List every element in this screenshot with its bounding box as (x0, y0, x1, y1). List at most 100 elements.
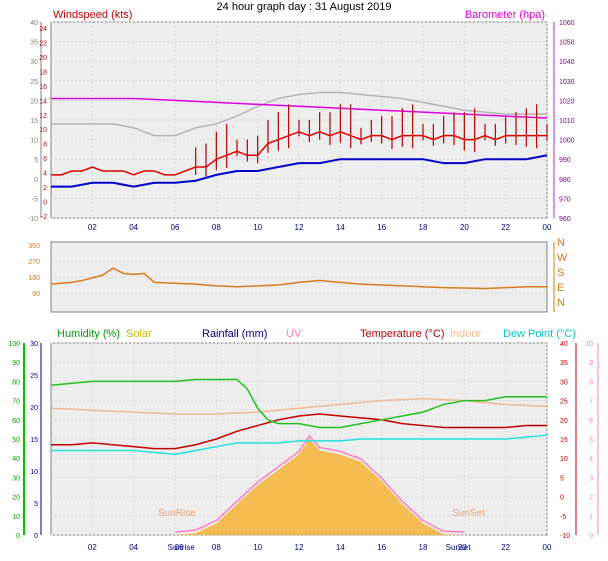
time-tick: Sunrise (168, 543, 196, 552)
temperature-tick: 25 (560, 399, 568, 406)
time-tick: 08 (212, 543, 221, 552)
time-tick: 18 (419, 223, 428, 232)
temperature-label: Temperature (°C) (360, 328, 444, 340)
temperature-tick: 0 (560, 495, 564, 502)
compass-label: W (557, 252, 568, 264)
direction-tick: 360 (28, 243, 40, 250)
wind-outer-tick: -10 (28, 216, 38, 223)
barometer-tick: 960 (559, 216, 571, 223)
wind-tick: 6 (43, 156, 47, 163)
wind-outer-tick: 35 (30, 40, 38, 47)
uv-label: UV (286, 328, 302, 340)
time-tick: 18 (419, 543, 428, 552)
uv-tick: 9 (589, 360, 593, 367)
wind-outer-tick: 25 (30, 79, 38, 86)
barometer-tick: 1020 (559, 98, 575, 105)
solar-label: Solar (126, 328, 152, 340)
wind-tick: 2 (43, 185, 47, 192)
time-tick: 20 (460, 223, 469, 232)
dewpoint-label: Dew Point (°C) (503, 328, 576, 340)
direction-tick: 180 (28, 275, 40, 282)
uv-tick: 6 (589, 418, 593, 425)
humidity-tick: 70 (12, 399, 20, 406)
rain-tick: 0 (34, 533, 38, 540)
temperature-panel: Humidity (%) Solar Rainfall (mm) UV Temp… (8, 328, 599, 552)
barometer-tick: 980 (559, 177, 571, 184)
humidity-tick: 80 (12, 379, 20, 386)
indoor-label: Indoor (450, 328, 482, 340)
time-tick: 16 (377, 543, 386, 552)
windspeed-axis-title: Windspeed (kts) (53, 9, 132, 21)
temperature-tick: 40 (560, 341, 568, 348)
wind-tick: -2 (41, 214, 47, 221)
barometer-axis-title: Barometer (hpa) (465, 9, 545, 21)
humidity-tick: 0 (16, 533, 20, 540)
wind-outer-tick: 15 (30, 118, 38, 125)
humidity-tick: 60 (12, 418, 20, 425)
barometer-tick: 1010 (559, 118, 575, 125)
time-tick: 04 (129, 223, 138, 232)
average-wind-line (51, 154, 548, 188)
rain-tick: 20 (30, 405, 38, 412)
humidity-tick: 10 (12, 514, 20, 521)
time-tick: 14 (336, 543, 345, 552)
dewpoint-line (51, 434, 548, 456)
compass-label: E (557, 282, 564, 294)
sunrise-label: SunRise (158, 508, 196, 519)
direction-tick: 270 (28, 259, 40, 266)
temperature-tick: 20 (560, 418, 568, 425)
temperature-tick: -5 (560, 514, 566, 521)
rain-tick: 25 (30, 373, 38, 380)
compass-label: S (557, 267, 564, 279)
time-tick: 12 (295, 223, 304, 232)
uv-tick: 5 (589, 437, 593, 444)
temperature-line (51, 413, 547, 450)
humidity-tick: 50 (12, 437, 20, 444)
wind-outer-tick: -5 (32, 196, 38, 203)
uv-tick: 8 (589, 379, 593, 386)
temperature-tick: 35 (560, 360, 568, 367)
time-tick: 22 (501, 543, 510, 552)
uv-tick: 2 (589, 495, 593, 502)
time-tick: 16 (377, 223, 386, 232)
wind-tick: 8 (43, 142, 47, 149)
uv-tick: 0 (589, 533, 593, 540)
wind-direction-line (50, 267, 547, 290)
time-tick: 10 (253, 543, 262, 552)
temperature-tick: -10 (560, 533, 570, 540)
time-tick: 12 (295, 543, 304, 552)
wind-tick: 20 (39, 55, 47, 62)
temperature-tick: 10 (560, 456, 568, 463)
barometer-tick: 1040 (559, 59, 575, 66)
wind-tick: 16 (39, 84, 47, 91)
rain-tick: 5 (34, 501, 38, 508)
uv-tick: 3 (589, 475, 593, 482)
wind-gust-spikes (195, 104, 548, 177)
time-tick: 20 (458, 543, 467, 552)
barometer-tick: 1030 (559, 79, 575, 86)
humidity-tick: 40 (12, 456, 20, 463)
gray-trace-line (51, 91, 547, 137)
temperature-tick: 30 (560, 379, 568, 386)
sunset-label: SunSet (452, 508, 485, 519)
time-tick: 08 (212, 223, 221, 232)
time-tick: 06 (171, 223, 180, 232)
temperature-tick: 5 (560, 475, 564, 482)
humidity-tick: 100 (8, 341, 20, 348)
windspeed-line (51, 130, 547, 176)
humidity-tick: 90 (12, 360, 20, 367)
wind-tick: 22 (39, 40, 47, 47)
time-tick: 02 (88, 543, 97, 552)
uv-tick: 4 (589, 456, 593, 463)
time-tick: 00 (543, 223, 552, 232)
time-tick: 00 (543, 543, 552, 552)
time-tick: 22 (501, 223, 510, 232)
uv-tick: 1 (589, 514, 593, 521)
humidity-tick: 20 (12, 495, 20, 502)
wind-outer-tick: 30 (30, 59, 38, 66)
wind-tick: 4 (43, 171, 47, 178)
wind-tick: 10 (39, 127, 47, 134)
barometer-tick: 1000 (559, 138, 575, 145)
wind-outer-tick: 20 (30, 98, 38, 105)
